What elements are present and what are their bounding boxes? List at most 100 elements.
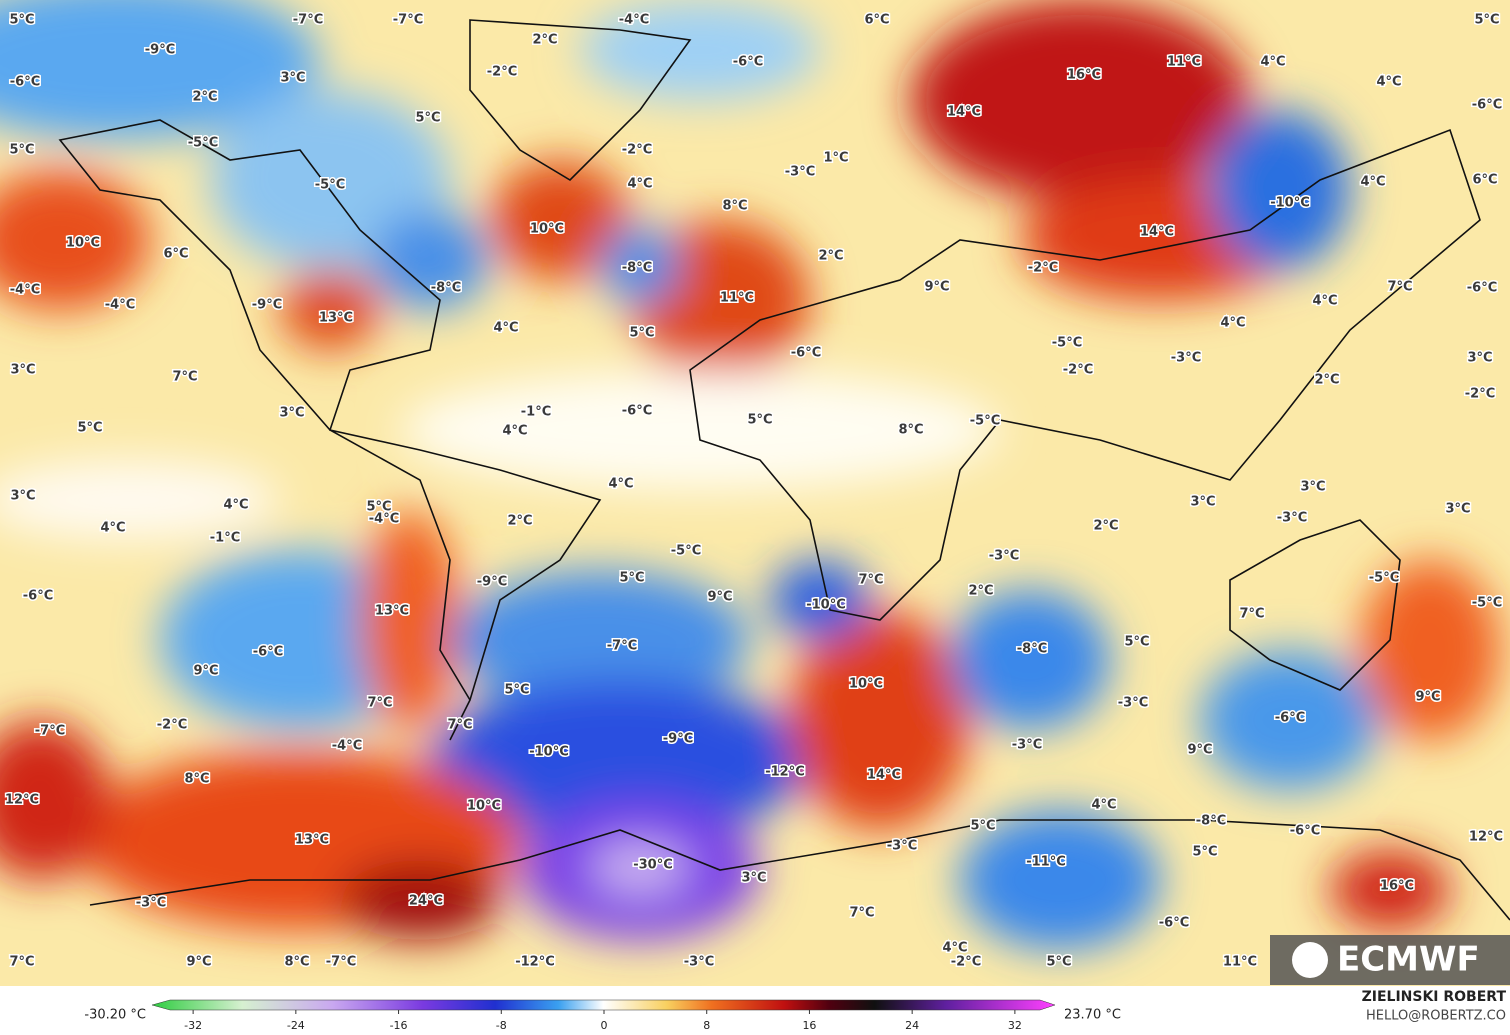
- temperature-label: -3°C: [1277, 511, 1307, 526]
- temperature-label: -10°C: [1270, 196, 1310, 211]
- temperature-label: 9°C: [1415, 690, 1440, 705]
- colorbar-tick-label: -32: [184, 1019, 202, 1032]
- temperature-label: -2°C: [951, 955, 981, 970]
- temperature-label: -2°C: [622, 143, 652, 158]
- temperature-label: -1°C: [521, 405, 551, 420]
- colorbar-tick-label: 8: [703, 1019, 710, 1032]
- temperature-label: 16°C: [1380, 879, 1414, 894]
- temperature-label: 4°C: [1312, 294, 1337, 309]
- coastline: [469, 19, 692, 182]
- temperature-label: 9°C: [924, 280, 949, 295]
- temperature-label: 3°C: [1467, 351, 1492, 366]
- temperature-label: -3°C: [1118, 696, 1148, 711]
- temperature-label: 11°C: [1223, 955, 1257, 970]
- temperature-label: -6°C: [791, 346, 821, 361]
- temperature-label: 8°C: [284, 955, 309, 970]
- temperature-label: 4°C: [493, 321, 518, 336]
- temperature-label: -10°C: [806, 598, 846, 613]
- temperature-label: -8°C: [1196, 814, 1226, 829]
- temperature-label: -30°C: [633, 858, 673, 873]
- temperature-label: 11°C: [1167, 55, 1201, 70]
- temperature-label: -6°C: [23, 589, 53, 604]
- temperature-label: -3°C: [1171, 351, 1201, 366]
- temperature-label: 2°C: [1093, 519, 1118, 534]
- temperature-label: 14°C: [1140, 225, 1174, 240]
- colorbar-min: -30.20 °C: [84, 1008, 146, 1023]
- temperature-label: 10°C: [530, 222, 564, 237]
- colorbar-bar: [151, 999, 1056, 1011]
- temperature-label: 8°C: [184, 772, 209, 787]
- temperature-labels: 5°C -7°C -7°C -4°C 6°C 5°C -9°C 2°C -6°C -2°C 16°C…: [3, 11, 1504, 971]
- temperature-label: 13°C: [295, 833, 329, 848]
- temperature-label: 4°C: [100, 521, 125, 536]
- temperature-label: 16°C: [1067, 68, 1101, 83]
- temperature-label: -6°C: [1275, 711, 1305, 726]
- temperature-label: 5°C: [504, 683, 529, 698]
- temperature-label: 4°C: [223, 498, 248, 513]
- temperature-label: -7°C: [393, 13, 423, 28]
- coastline: [89, 819, 1510, 921]
- temperature-label: 10°C: [467, 799, 501, 814]
- temperature-label: -5°C: [315, 178, 345, 193]
- temperature-label: -3°C: [989, 549, 1019, 564]
- temperature-label: -6°C: [10, 75, 40, 90]
- temperature-label: -7°C: [326, 955, 356, 970]
- coastline: [58, 119, 602, 741]
- temperature-label: -6°C: [733, 55, 763, 70]
- temperature-label: 9°C: [707, 590, 732, 605]
- temperature-label: -8°C: [1017, 642, 1047, 657]
- temperature-label: 4°C: [627, 177, 652, 192]
- temperature-label: 4°C: [1360, 175, 1385, 190]
- temperature-label: -7°C: [35, 724, 65, 739]
- map: 5°C -7°C -7°C -4°C 6°C 5°C -9°C 2°C -6°C -2°C 16°C…: [0, 0, 1510, 986]
- temperature-label: 24°C: [409, 894, 443, 909]
- temperature-label: -5°C: [1472, 596, 1502, 611]
- temperature-label: -6°C: [1472, 98, 1502, 113]
- temperature-label: -6°C: [1290, 824, 1320, 839]
- credit-email: HELLO@ROBERTZ.CO: [1366, 1009, 1506, 1024]
- temperature-label: 14°C: [947, 105, 981, 120]
- temperature-label: -2°C: [487, 65, 517, 80]
- temperature-label: -3°C: [684, 955, 714, 970]
- temperature-label: -6°C: [1159, 916, 1189, 931]
- temperature-label: -1°C: [210, 531, 240, 546]
- temperature-label: -2°C: [1465, 387, 1495, 402]
- temperature-label: 5°C: [366, 500, 391, 515]
- temperature-label: 3°C: [1300, 480, 1325, 495]
- temperature-label: 4°C: [1091, 798, 1116, 813]
- temperature-label: -5°C: [188, 136, 218, 151]
- temperature-label: -5°C: [1052, 336, 1082, 351]
- temperature-label: 5°C: [1474, 13, 1499, 28]
- temperature-label: -2°C: [157, 718, 187, 733]
- colorbar-tick-label: -24: [287, 1019, 305, 1032]
- temperature-label: -9°C: [145, 43, 175, 58]
- temperature-label: 3°C: [279, 406, 304, 421]
- temperature-label: 4°C: [608, 477, 633, 492]
- colorbar-tick-label: -16: [390, 1019, 408, 1032]
- temperature-label: 3°C: [1445, 502, 1470, 517]
- temperature-label: -6°C: [253, 645, 283, 660]
- temperature-label: -9°C: [477, 575, 507, 590]
- temperature-label: 7°C: [858, 573, 883, 588]
- temperature-label: 2°C: [968, 584, 993, 599]
- colorbar-max: 23.70 °C: [1064, 1008, 1121, 1023]
- temperature-label: -3°C: [1012, 738, 1042, 753]
- temperature-label: 14°C: [867, 768, 901, 783]
- temperature-label: 6°C: [163, 247, 188, 262]
- temperature-label: 12°C: [5, 793, 39, 808]
- temperature-label: 2°C: [818, 249, 843, 264]
- temperature-label: 9°C: [193, 664, 218, 679]
- temperature-label: 5°C: [619, 571, 644, 586]
- coastline: [689, 128, 1481, 621]
- temperature-label: 7°C: [1387, 280, 1412, 295]
- temperature-label: -5°C: [671, 544, 701, 559]
- temperature-label: 1°C: [823, 151, 848, 166]
- temperature-label: 13°C: [375, 604, 409, 619]
- temperature-label: 5°C: [9, 13, 34, 28]
- temperature-label: 4°C: [1220, 316, 1245, 331]
- temperature-label: 9°C: [1187, 743, 1212, 758]
- temperature-label: -6°C: [622, 404, 652, 419]
- temperature-label: 5°C: [1124, 635, 1149, 650]
- temperature-label: 11°C: [720, 291, 754, 306]
